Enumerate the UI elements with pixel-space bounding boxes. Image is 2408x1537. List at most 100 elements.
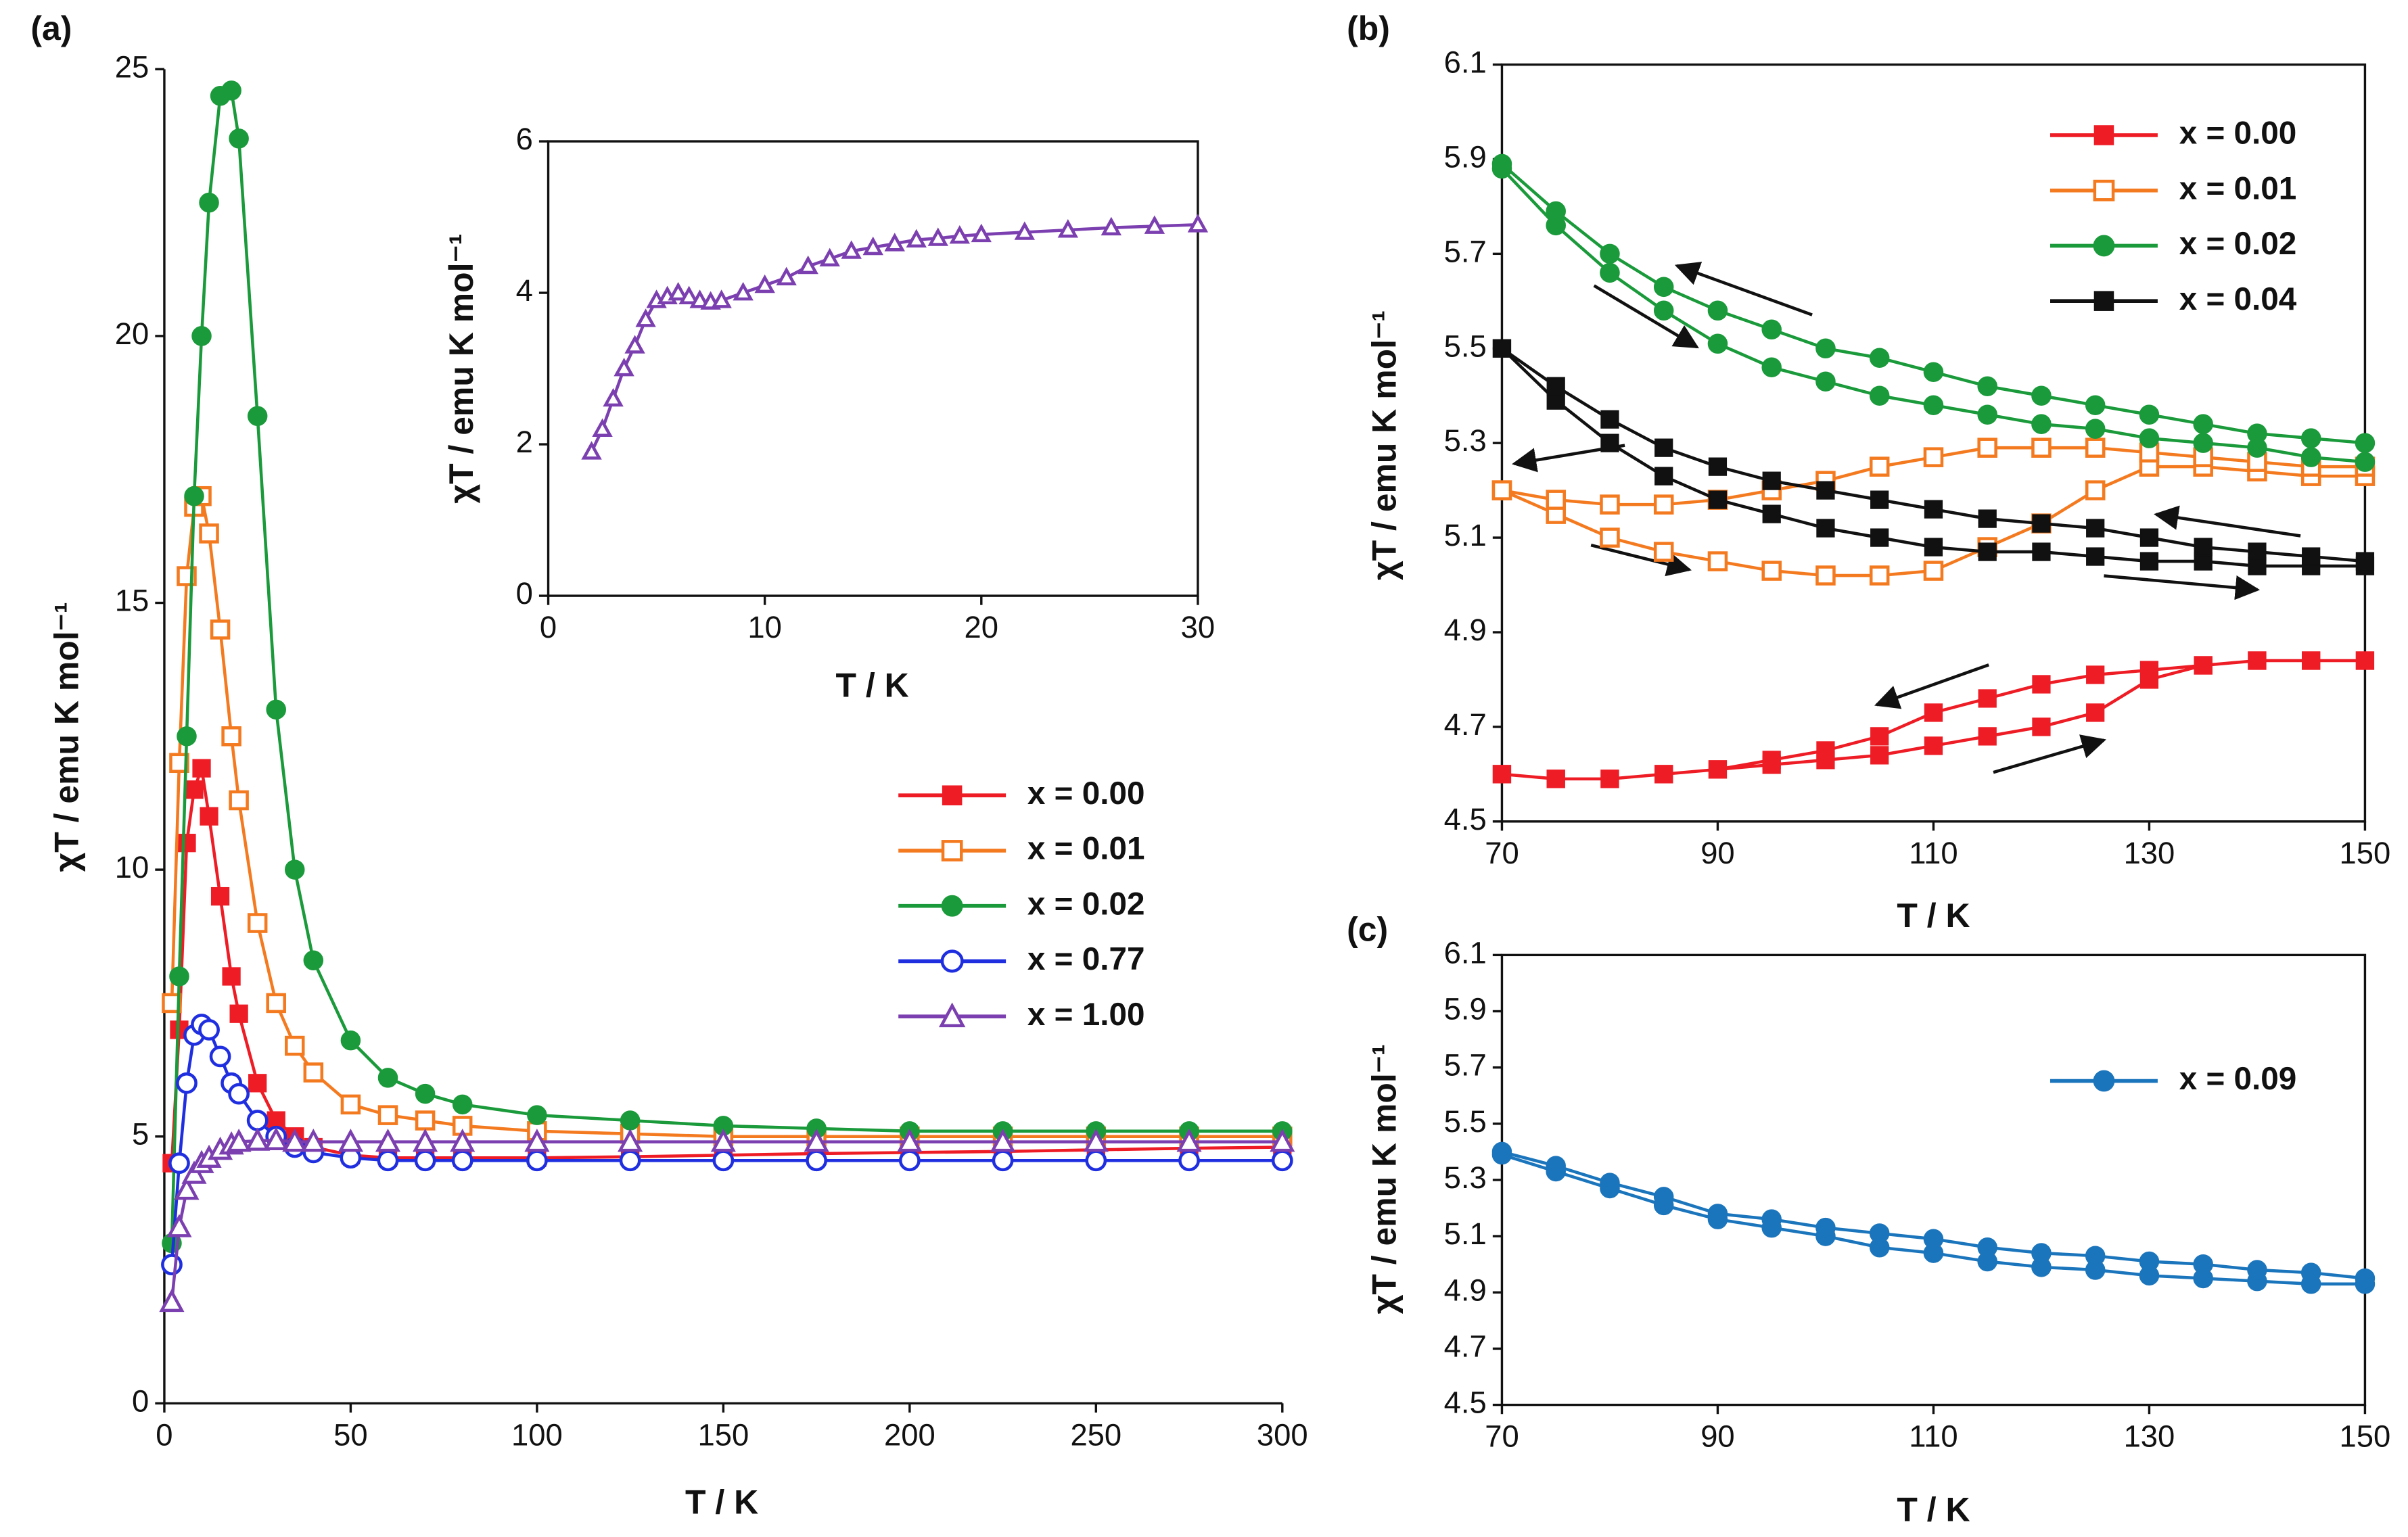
y-tick-label: 5.5 — [1444, 329, 1487, 363]
marker — [1977, 404, 1997, 425]
marker — [1653, 300, 1674, 321]
marker — [161, 1254, 183, 1276]
marker — [990, 1129, 1016, 1152]
marker — [711, 289, 732, 308]
marker — [2247, 423, 2267, 444]
marker — [221, 80, 241, 101]
marker — [2139, 1251, 2160, 1272]
marker — [222, 967, 241, 986]
marker — [1708, 760, 1728, 779]
marker — [303, 950, 324, 971]
marker — [1708, 457, 1728, 476]
marker — [166, 1214, 192, 1237]
x-tick-label: 150 — [2340, 1419, 2391, 1454]
y-tick-label: 6.1 — [1444, 935, 1487, 970]
marker — [2194, 656, 2213, 675]
marker — [804, 1129, 829, 1152]
x-tick-label: 100 — [511, 1417, 563, 1452]
marker — [2139, 661, 2159, 680]
panel: 70 90 110 130 150 4.5 4.7 4.9 5.1 5.3 5.5 5.7 5.9 6.1… — [1347, 9, 2390, 935]
marker — [1491, 1141, 1512, 1162]
x-axis-label: T / K — [1897, 1491, 1970, 1529]
marker — [819, 247, 840, 267]
legend-label: x = 0.00 — [2179, 116, 2297, 151]
marker — [1816, 741, 1835, 760]
marker — [1978, 509, 1997, 528]
marker — [2032, 542, 2051, 561]
arrow — [2154, 505, 2301, 538]
x-tick-label: 0 — [156, 1417, 172, 1452]
marker — [1815, 338, 1836, 359]
x-axis-label: T / K — [835, 666, 908, 704]
marker — [927, 227, 948, 246]
marker — [174, 1177, 200, 1200]
panel-label: (c) — [1347, 910, 1388, 948]
marker — [2086, 547, 2105, 566]
marker — [2300, 1262, 2321, 1283]
marker — [414, 1150, 436, 1172]
marker — [906, 229, 927, 247]
marker — [413, 1129, 438, 1152]
marker — [169, 966, 189, 987]
marker — [1600, 433, 1619, 452]
marker — [1546, 1156, 1566, 1176]
marker — [2031, 438, 2052, 458]
marker — [247, 406, 268, 427]
marker — [1707, 1204, 1728, 1224]
marker — [300, 1129, 326, 1152]
marker — [806, 1150, 827, 1172]
x-tick-label: 110 — [1909, 836, 1958, 870]
marker — [1653, 542, 1674, 562]
marker — [527, 1105, 547, 1125]
marker — [1707, 333, 1728, 354]
marker — [266, 993, 286, 1014]
marker — [340, 1094, 361, 1115]
marker — [524, 1129, 550, 1152]
marker — [377, 1150, 399, 1172]
plot-frame — [1500, 953, 2367, 1406]
y-tick-label: 4 — [516, 273, 533, 308]
marker — [1057, 219, 1079, 238]
marker — [2085, 1246, 2106, 1266]
marker — [1083, 1129, 1109, 1152]
marker — [1176, 1129, 1202, 1152]
marker — [1144, 215, 1165, 234]
marker — [1707, 551, 1728, 571]
marker — [1654, 467, 1673, 486]
marker — [1546, 490, 1566, 510]
marker — [898, 1150, 921, 1172]
y-tick-label: 2 — [516, 425, 533, 459]
marker — [2032, 514, 2051, 533]
marker — [897, 1129, 923, 1152]
marker — [192, 759, 211, 778]
marker — [1600, 410, 1619, 429]
y-axis-label: χT / emu K mol⁻¹ — [442, 233, 480, 503]
marker — [1977, 438, 1997, 458]
marker — [266, 699, 286, 720]
series-line — [590, 222, 1198, 453]
x-axis-label: T / K — [1897, 897, 1970, 935]
marker — [1977, 1237, 1997, 1258]
legend-label: x = 0.00 — [1027, 776, 1145, 811]
marker — [1101, 216, 1122, 236]
arrow — [1674, 262, 1813, 316]
legend-label: x = 1.00 — [1027, 997, 1145, 1033]
panel: 70 90 110 130 150 4.5 4.7 4.9 5.1 5.3 5.5 5.7 5.9 6.1… — [1347, 910, 2390, 1528]
marker — [1600, 770, 1619, 788]
marker — [635, 308, 656, 327]
y-tick-label: 10 — [115, 850, 149, 884]
marker — [1978, 689, 1997, 708]
marker — [2302, 651, 2321, 670]
marker — [1491, 480, 1512, 500]
marker — [210, 886, 230, 906]
marker — [1923, 561, 1944, 581]
series-line — [1501, 1150, 2367, 1286]
marker — [229, 1004, 248, 1023]
marker — [199, 523, 219, 544]
marker — [1924, 703, 1943, 722]
y-tick-label: 5.9 — [1444, 139, 1487, 174]
series-line — [170, 88, 1282, 1244]
marker — [226, 1129, 252, 1152]
marker — [668, 282, 689, 301]
marker — [2085, 419, 2106, 439]
